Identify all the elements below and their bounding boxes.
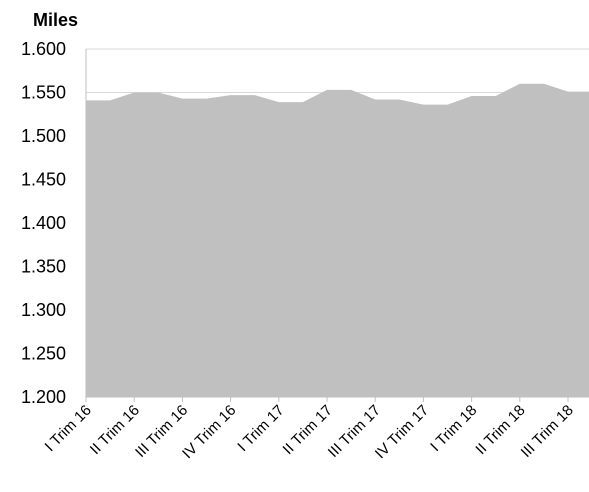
y-tick-label: 1.350 <box>21 257 66 277</box>
y-tick-label: 1.500 <box>21 126 66 146</box>
area-fill <box>86 84 589 397</box>
unit-label: Miles <box>33 10 78 30</box>
y-tick-label: 1.250 <box>21 344 66 364</box>
y-tick-label: 1.400 <box>21 213 66 233</box>
y-tick-label: 1.300 <box>21 300 66 320</box>
y-tick-label: 1.550 <box>21 83 66 103</box>
y-tick-label: 1.200 <box>21 387 66 407</box>
x-tick-label: III Trim 18 <box>518 402 577 461</box>
y-tick-label: 1.450 <box>21 170 66 190</box>
y-tick-label: 1.600 <box>21 39 66 59</box>
y-axis-ticks: 1.200 1.250 1.300 1.350 1.400 1.450 1.500 1.550… <box>21 39 66 407</box>
area-series <box>86 84 589 397</box>
